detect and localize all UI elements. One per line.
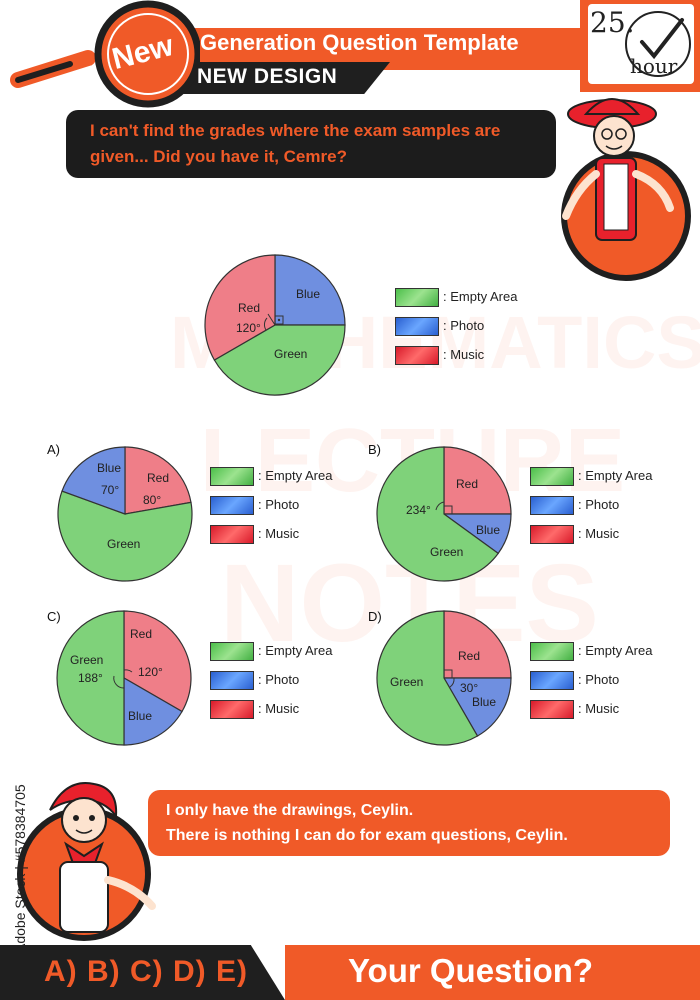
pie-slice-green (56, 610, 125, 746)
option-a-pie: Blue Red 70° 80° Green (57, 446, 193, 582)
pie-label-green: Green (274, 347, 307, 361)
pie-label-green: Green (430, 545, 463, 559)
main-pie-chart: Red Blue Green 120° (204, 254, 346, 396)
page-subtitle: NEW DESIGN (197, 65, 338, 88)
pie-slice-red (204, 254, 276, 361)
option-d-letter: D) (368, 609, 382, 624)
main-pie-slices (204, 254, 346, 396)
pie-angle-label: 188° (78, 671, 103, 685)
pie-slice-green (376, 446, 500, 582)
speech-bubble-bottom (148, 790, 670, 856)
pie-label-red: Red (130, 627, 152, 641)
pie-slice-green (213, 324, 346, 396)
pie-slice-blue (123, 676, 183, 746)
speech-bubble-top (66, 110, 556, 178)
page-title: Generation Question Template (200, 30, 519, 55)
pie-label-blue: Blue (296, 287, 320, 301)
speech-text-top: I can't find the grades where the exam s… (90, 121, 501, 166)
pie-label-green: Green (390, 675, 423, 689)
legend-label: : Photo (443, 318, 485, 333)
footer-question-bar (285, 945, 700, 1000)
pie-slice-red (443, 446, 512, 515)
timer-number: 25. (590, 6, 635, 39)
answer-choices: A) B) C) D) E) (44, 955, 248, 988)
pie-slice-green (57, 490, 193, 582)
timer-unit: hour (630, 54, 678, 78)
speech-line-1: I only have the drawings, Ceylin. (166, 802, 414, 819)
stock-id-label: Adobe Stock | #578384705 (12, 784, 28, 953)
legend-label: : Music (443, 347, 485, 362)
girl-hat-illustration (561, 98, 691, 281)
pie-angle-label: 120° (236, 321, 261, 335)
legend-swatch-green (395, 288, 439, 307)
option-c-pie: Red 120° Green 188° Blue (56, 610, 192, 746)
option-d-slices (376, 610, 512, 746)
pie-angle-label: 234° (406, 503, 431, 517)
speech-line-2: There is nothing I can do for exam quest… (166, 827, 568, 844)
subtitle-bar (175, 62, 390, 94)
pie-slice-blue (61, 446, 126, 515)
pie-angle-label: 120° (138, 665, 163, 679)
option-c-slices (56, 610, 192, 746)
girl-scarf-illustration (17, 782, 156, 941)
legend-label: : Empty Area (443, 289, 518, 304)
pie-slice-red (124, 446, 192, 515)
pie-label-green: Green (107, 537, 140, 551)
pie-label-green: Green (70, 653, 103, 667)
pie-label-blue: Blue (472, 695, 496, 709)
speech-text-bottom: I only have the drawings, Ceylin. There … (166, 798, 666, 848)
pie-slice-red (123, 610, 192, 713)
option-c-letter: C) (47, 609, 61, 624)
pie-label-red: Red (456, 477, 478, 491)
option-d-pie: Red 30° Blue Green (376, 610, 512, 746)
option-a-letter: A) (47, 442, 60, 457)
pie-label-red: Red (238, 301, 260, 315)
pie-angle-label: 80° (143, 493, 161, 507)
legend-swatch-blue (395, 317, 439, 336)
pie-label-red: Red (147, 471, 169, 485)
pie-label-red: Red (458, 649, 480, 663)
option-b-letter: B) (368, 442, 381, 457)
pie-slice-blue (442, 677, 512, 737)
clock-check-icon (625, 11, 691, 77)
magnifier-icon (10, 0, 200, 108)
option-b-pie: Red Blue Green 234° (376, 446, 512, 582)
pie-label-blue: Blue (97, 461, 121, 475)
your-question-label: Your Question? (348, 952, 594, 989)
pie-angle-label: 30° (460, 681, 478, 695)
option-b-slices (376, 446, 512, 582)
pie-angle-label: 70° (101, 483, 119, 497)
pie-label-blue: Blue (128, 709, 152, 723)
pie-slice-red (443, 610, 512, 679)
legend-swatch-red (395, 346, 439, 365)
pie-label-blue: Blue (476, 523, 500, 537)
pie-slice-green (376, 610, 479, 746)
option-a-slices (57, 446, 193, 582)
pie-slice-blue (274, 254, 346, 326)
footer-answers-bar (0, 945, 285, 1000)
right-angle-marker (274, 315, 284, 325)
